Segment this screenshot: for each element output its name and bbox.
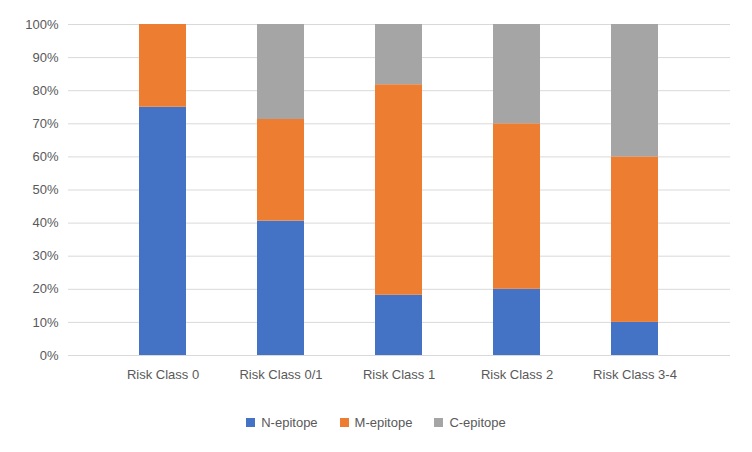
svg-text:50%: 50% — [32, 182, 58, 197]
svg-text:10%: 10% — [32, 315, 58, 330]
svg-text:80%: 80% — [32, 83, 58, 98]
svg-text:Risk Class 1: Risk Class 1 — [363, 367, 435, 382]
html-text:C-epitope: C-epitope — [449, 414, 506, 430]
svg-text:Risk Class 0/1: Risk Class 0/1 — [239, 367, 322, 382]
svg-text:20%: 20% — [32, 281, 58, 296]
svg-text:60%: 60% — [32, 149, 58, 164]
html-text:M-epitope: M-epitope — [354, 414, 413, 430]
svg-text:Risk Class 3-4: Risk Class 3-4 — [593, 367, 677, 382]
svg-text:100%: 100% — [25, 17, 59, 32]
svg-text:Risk Class 2: Risk Class 2 — [481, 367, 553, 382]
svg-text:Risk Class 0: Risk Class 0 — [127, 367, 199, 382]
svg-text:70%: 70% — [32, 116, 58, 131]
svg-text:90%: 90% — [32, 50, 58, 65]
svg-text:30%: 30% — [32, 248, 58, 263]
svg-text:0%: 0% — [40, 348, 59, 363]
html-text:N-epitope: N-epitope — [261, 414, 318, 430]
svg-text:40%: 40% — [32, 215, 58, 230]
